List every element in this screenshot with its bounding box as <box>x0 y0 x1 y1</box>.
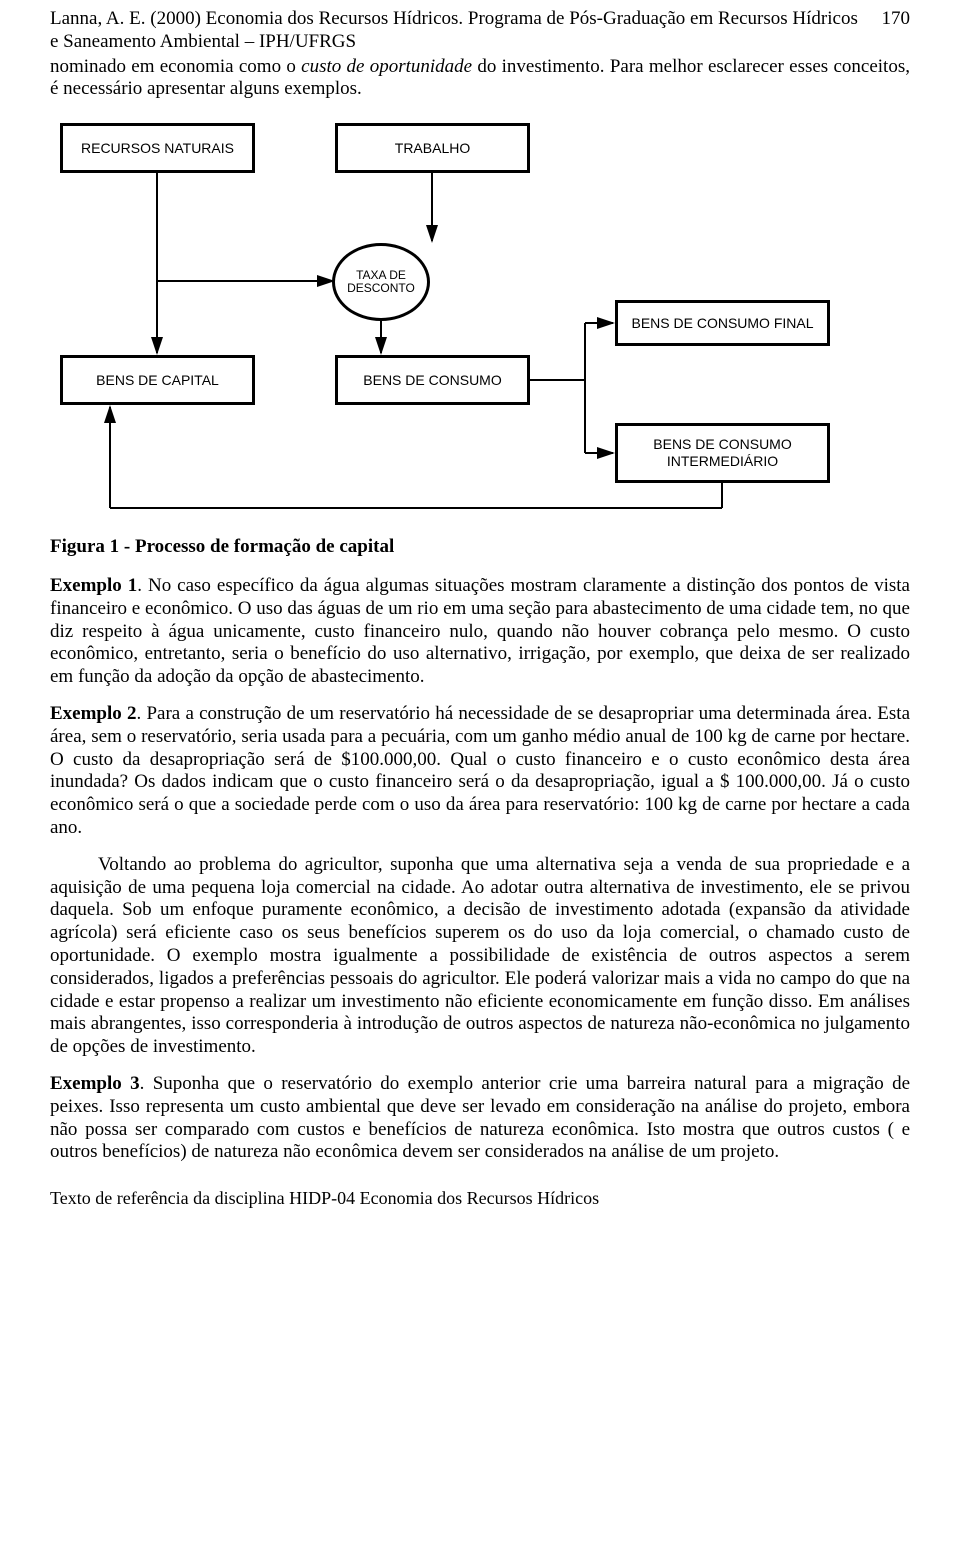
agricultor-text: Voltando ao problema do agricultor, supo… <box>50 854 910 1057</box>
exemplo-3-paragraph: Exemplo 3. Suponha que o reservatório do… <box>50 1073 910 1164</box>
exemplo-2-paragraph: Exemplo 2. Para a construção de um reser… <box>50 703 910 840</box>
node-bens-de-consumo: BENS DE CONSUMO <box>335 355 530 405</box>
node-bens-de-consumo-final: BENS DE CONSUMO FINAL <box>615 300 830 346</box>
node-recursos-naturais: RECURSOS NATURAIS <box>60 123 255 173</box>
node-taxa-de-desconto: TAXA DE DESCONTO <box>332 243 430 321</box>
header-line-1: Lanna, A. E. (2000) Economia dos Recurso… <box>50 8 858 31</box>
node-bens-de-consumo-intermediario: BENS DE CONSUMO INTERMEDIÁRIO <box>615 423 830 483</box>
exemplo-1-label: Exemplo 1 <box>50 575 137 596</box>
page-footer: Texto de referência da disciplina HIDP-0… <box>50 1188 910 1210</box>
exemplo-3-text: . Suponha que o reservatório do exemplo … <box>50 1073 910 1162</box>
exemplo-2-text: . Para a construção de um reservatório h… <box>50 703 910 838</box>
agricultor-paragraph: Voltando ao problema do agricultor, supo… <box>50 854 910 1059</box>
exemplo-1-text: . No caso específico da água algumas sit… <box>50 575 910 687</box>
node-trabalho: TRABALHO <box>335 123 530 173</box>
node-bens-de-capital: BENS DE CAPITAL <box>60 355 255 405</box>
intro-paragraph: nominado em economia como o custo de opo… <box>50 56 910 102</box>
intro-text-a: nominado em economia como o <box>50 56 301 77</box>
exemplo-2-label: Exemplo 2 <box>50 703 137 724</box>
intro-italic: custo de oportunidade <box>301 56 472 77</box>
figure-1-diagram: RECURSOS NATURAIS TRABALHO TAXA DE DESCO… <box>50 123 910 518</box>
exemplo-1-paragraph: Exemplo 1. No caso específico da água al… <box>50 575 910 689</box>
exemplo-3-label: Exemplo 3 <box>50 1073 140 1094</box>
page-header: Lanna, A. E. (2000) Economia dos Recurso… <box>50 8 910 54</box>
document-page: Lanna, A. E. (2000) Economia dos Recurso… <box>0 0 960 1240</box>
figure-1-caption: Figura 1 - Processo de formação de capit… <box>50 536 910 559</box>
page-number: 170 <box>882 8 911 54</box>
header-line-2: e Saneamento Ambiental – IPH/UFRGS <box>50 31 858 54</box>
